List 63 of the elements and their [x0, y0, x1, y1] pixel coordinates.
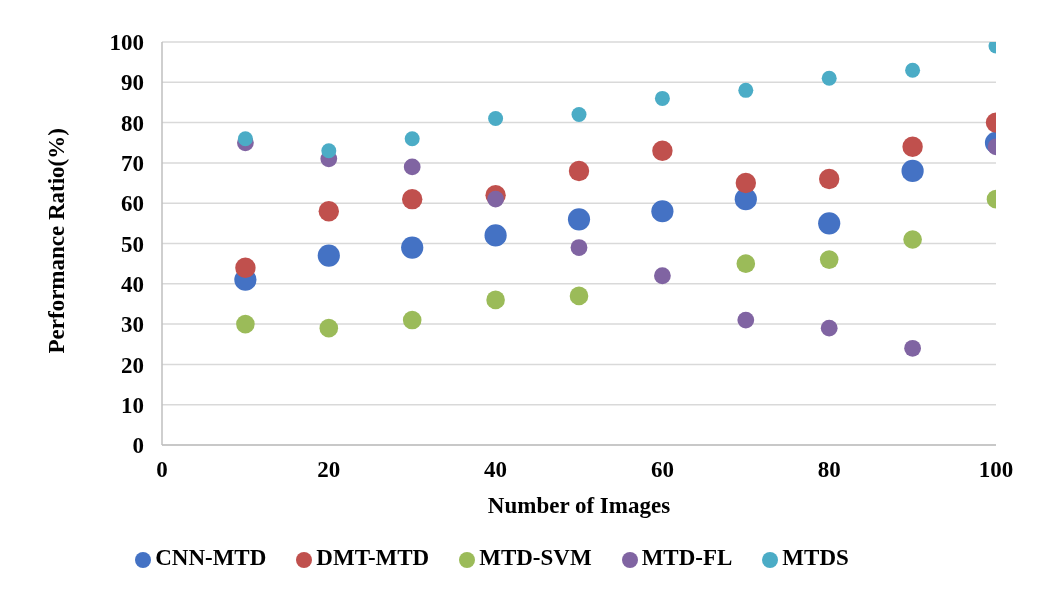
y-tick-label: 20 — [121, 352, 144, 378]
point — [569, 286, 589, 306]
point — [819, 250, 839, 269]
point — [321, 143, 337, 159]
y-tick-label: 100 — [109, 30, 144, 56]
legend-label: MTD-FL — [641, 545, 733, 570]
point — [236, 314, 255, 334]
y-tick-label: 0 — [132, 433, 144, 459]
point — [404, 131, 420, 147]
y-tick-label: 70 — [121, 151, 144, 177]
point — [654, 90, 670, 106]
point — [904, 339, 921, 357]
point — [235, 257, 256, 278]
point — [570, 239, 588, 256]
y-tick-label: 10 — [121, 392, 144, 418]
x-tick-label: 60 — [650, 457, 674, 483]
point — [736, 254, 756, 273]
legend-label: MTD-SVM — [479, 545, 592, 570]
y-tick-label: 40 — [121, 271, 144, 297]
point — [654, 267, 671, 285]
point — [402, 310, 422, 330]
point — [401, 236, 424, 259]
y-tick-label: 90 — [121, 70, 144, 96]
point — [568, 160, 590, 182]
point — [567, 208, 591, 231]
point — [486, 290, 505, 310]
point — [902, 136, 923, 157]
x-tick-label: 40 — [484, 457, 508, 483]
y-tick-label: 30 — [121, 312, 144, 338]
point — [403, 158, 421, 176]
point — [488, 111, 504, 127]
y-tick-label: 80 — [121, 110, 144, 136]
point — [821, 70, 837, 86]
x-tick-label: 100 — [978, 457, 1014, 483]
point — [318, 201, 339, 222]
x-axis-title: Number of Images — [487, 493, 671, 518]
legend-label: MTDS — [782, 545, 849, 570]
point — [651, 200, 674, 223]
y-axis-title: Performance Ratio(%) — [44, 128, 70, 354]
point — [820, 319, 838, 337]
point — [818, 212, 841, 235]
point — [905, 62, 921, 78]
legend-label: DMT-MTD — [316, 545, 430, 570]
point — [317, 244, 340, 267]
point — [735, 172, 756, 194]
point — [652, 140, 673, 162]
point — [237, 131, 253, 147]
x-tick-label: 0 — [156, 457, 168, 483]
point — [737, 311, 755, 329]
x-tick-label: 80 — [817, 457, 841, 483]
point — [319, 318, 339, 338]
y-tick-label: 60 — [121, 191, 144, 217]
point — [402, 188, 423, 210]
legend-label: CNN-MTD — [155, 545, 267, 570]
point — [484, 224, 507, 247]
point — [903, 230, 922, 249]
point — [571, 107, 587, 123]
y-tick-label: 50 — [121, 231, 144, 257]
point — [901, 159, 924, 183]
point — [487, 190, 504, 208]
x-tick-label: 20 — [317, 457, 341, 483]
point — [819, 168, 840, 190]
point — [738, 82, 754, 98]
